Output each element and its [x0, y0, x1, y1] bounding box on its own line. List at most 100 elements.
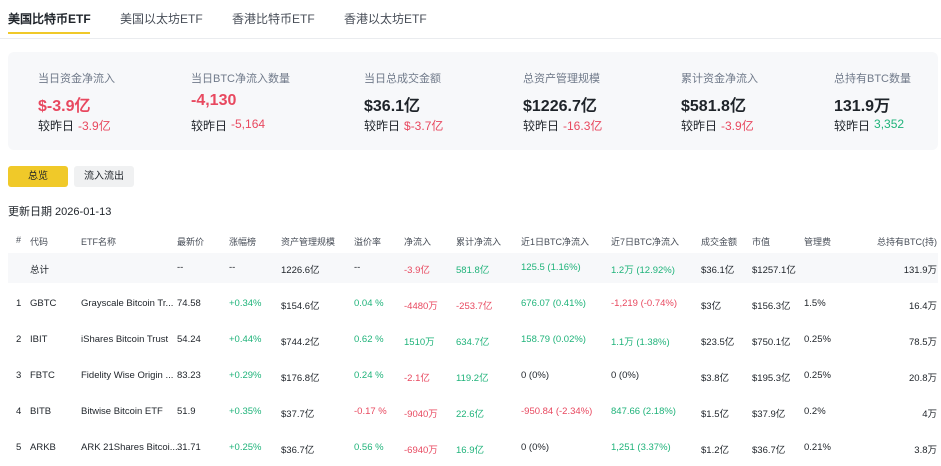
table-cell: $3.8亿	[701, 373, 729, 384]
table-cell: -4480万	[404, 301, 438, 312]
stat-label: 总持有BTC数量	[834, 73, 911, 85]
stat-delta: $-3.7亿	[404, 119, 444, 133]
table-header: 管理费	[804, 237, 832, 247]
table-cell: --	[229, 262, 236, 273]
table-header: 最新价	[177, 237, 205, 247]
table-cell: Fidelity Wise Origin ...	[81, 370, 174, 381]
stat-delta: -16.3亿	[563, 119, 603, 133]
table-cell: FBTC	[30, 370, 55, 381]
stat-compare: 较昨日	[38, 119, 75, 133]
table-cell: 0 (0%)	[521, 442, 549, 453]
stat-delta: -3.9亿	[721, 119, 754, 133]
table-cell: $156.3亿	[752, 301, 791, 312]
table-cell: Grayscale Bitcoin Tr...	[81, 298, 174, 309]
table-cell: 1.2万 (12.92%)	[611, 265, 675, 276]
table-header: 成交金额	[701, 237, 738, 247]
table-header: 累计净流入	[456, 237, 502, 247]
table-header: 涨幅榜	[229, 237, 257, 247]
table-cell: 0.25%	[804, 334, 831, 345]
table-cell: $744.2亿	[281, 337, 320, 348]
stat-delta: -3.9亿	[78, 119, 111, 133]
table-cell: -950.84 (-2.34%)	[521, 406, 593, 417]
table-cell: 22.6亿	[456, 409, 484, 420]
stat-value: $1226.7亿	[523, 98, 597, 115]
table-header: 市值	[752, 237, 771, 247]
tab[interactable]: 香港比特币ETF	[232, 12, 315, 26]
table-cell: 0.24 %	[354, 370, 384, 381]
table-cell: -2.1亿	[404, 373, 430, 384]
table-cell: 634.7亿	[456, 337, 490, 348]
table-cell: ARKB	[30, 442, 56, 453]
table-header: ETF名称	[81, 237, 116, 247]
table-cell: -6940万	[404, 445, 438, 456]
stat-compare: 较昨日	[191, 119, 228, 133]
table-cell: 0.04 %	[354, 298, 384, 309]
table-header: 近7日BTC净流入	[611, 237, 680, 247]
table-cell: 847.66 (2.18%)	[611, 406, 676, 417]
stat-label: 当日BTC净流入数量	[191, 73, 290, 85]
table-cell: 20.8万	[909, 373, 937, 384]
table-cell: $37.9亿	[752, 409, 786, 420]
stat-label: 总资产管理规模	[523, 73, 600, 85]
table-cell: $750.1亿	[752, 337, 791, 348]
table-header: 近1日BTC净流入	[521, 237, 590, 247]
table-cell: 1.1万 (1.38%)	[611, 337, 670, 348]
table-cell: 1.5%	[804, 298, 826, 309]
table-cell: 1226.6亿	[281, 265, 320, 276]
table-header: #	[16, 235, 22, 245]
table-header: 净流入	[404, 237, 432, 247]
table-cell: --	[177, 262, 184, 273]
stat-delta: -5,164	[231, 117, 266, 131]
stat-label: 当日资金净流入	[38, 73, 115, 85]
table-cell: 3	[16, 370, 22, 381]
table-cell: 131.9万	[903, 265, 937, 276]
table-cell: 总计	[30, 265, 50, 276]
table-cell: BITB	[30, 406, 52, 417]
table-header: 资产管理规模	[281, 237, 336, 247]
table-cell: 31.71	[177, 442, 201, 453]
stat-label: 当日总成交金额	[364, 73, 441, 85]
table-cell: GBTC	[30, 298, 57, 309]
table-cell: 5	[16, 442, 22, 453]
stat-label: 累计资金净流入	[681, 73, 758, 85]
table-cell: $195.3亿	[752, 373, 791, 384]
stat-value: -4,130	[191, 92, 237, 109]
table-cell: 74.58	[177, 298, 201, 309]
table-cell: -0.17 %	[354, 406, 387, 417]
tab[interactable]: 香港以太坊ETF	[344, 12, 427, 26]
table-cell: $1.5亿	[701, 409, 729, 420]
table-cell: +0.25%	[229, 442, 262, 453]
table-header: 总持有BTC(持)	[877, 237, 937, 247]
table-cell: $1257.1亿	[752, 265, 796, 276]
tab[interactable]: 美国比特币ETF	[8, 12, 91, 26]
table-cell: Bitwise Bitcoin ETF	[81, 406, 163, 417]
table-cell: 78.5万	[909, 337, 937, 348]
total-row-bg	[8, 253, 938, 283]
table-cell: -3.9亿	[404, 265, 430, 276]
table-cell: -1,219 (-0.74%)	[611, 298, 678, 309]
table-cell: 16.4万	[909, 301, 937, 312]
view-button[interactable]: 总览	[8, 166, 68, 187]
table-cell: 2	[16, 334, 22, 345]
table-cell: $37.7亿	[281, 409, 315, 420]
table-cell: ARK 21Shares Bitcoi...	[81, 442, 178, 453]
stat-value: $-3.9亿	[38, 98, 91, 115]
table-cell: $176.8亿	[281, 373, 320, 384]
table-cell: $23.5亿	[701, 337, 735, 348]
table-cell: $3亿	[701, 301, 722, 312]
table-cell: $154.6亿	[281, 301, 320, 312]
tab-divider	[0, 38, 941, 39]
stat-compare: 较昨日	[681, 119, 718, 133]
table-cell: +0.35%	[229, 406, 262, 417]
table-cell: 0.21%	[804, 442, 831, 453]
view-button[interactable]: 流入流出	[74, 166, 134, 187]
table-cell: IBIT	[30, 334, 48, 345]
tab[interactable]: 美国以太坊ETF	[120, 12, 203, 26]
table-cell: -9040万	[404, 409, 438, 420]
table-cell: 4	[16, 406, 22, 417]
table-cell: 0.56 %	[354, 442, 384, 453]
table-cell: 3.8万	[914, 445, 937, 456]
table-cell: 0 (0%)	[611, 370, 639, 381]
table-cell: 0 (0%)	[521, 370, 549, 381]
